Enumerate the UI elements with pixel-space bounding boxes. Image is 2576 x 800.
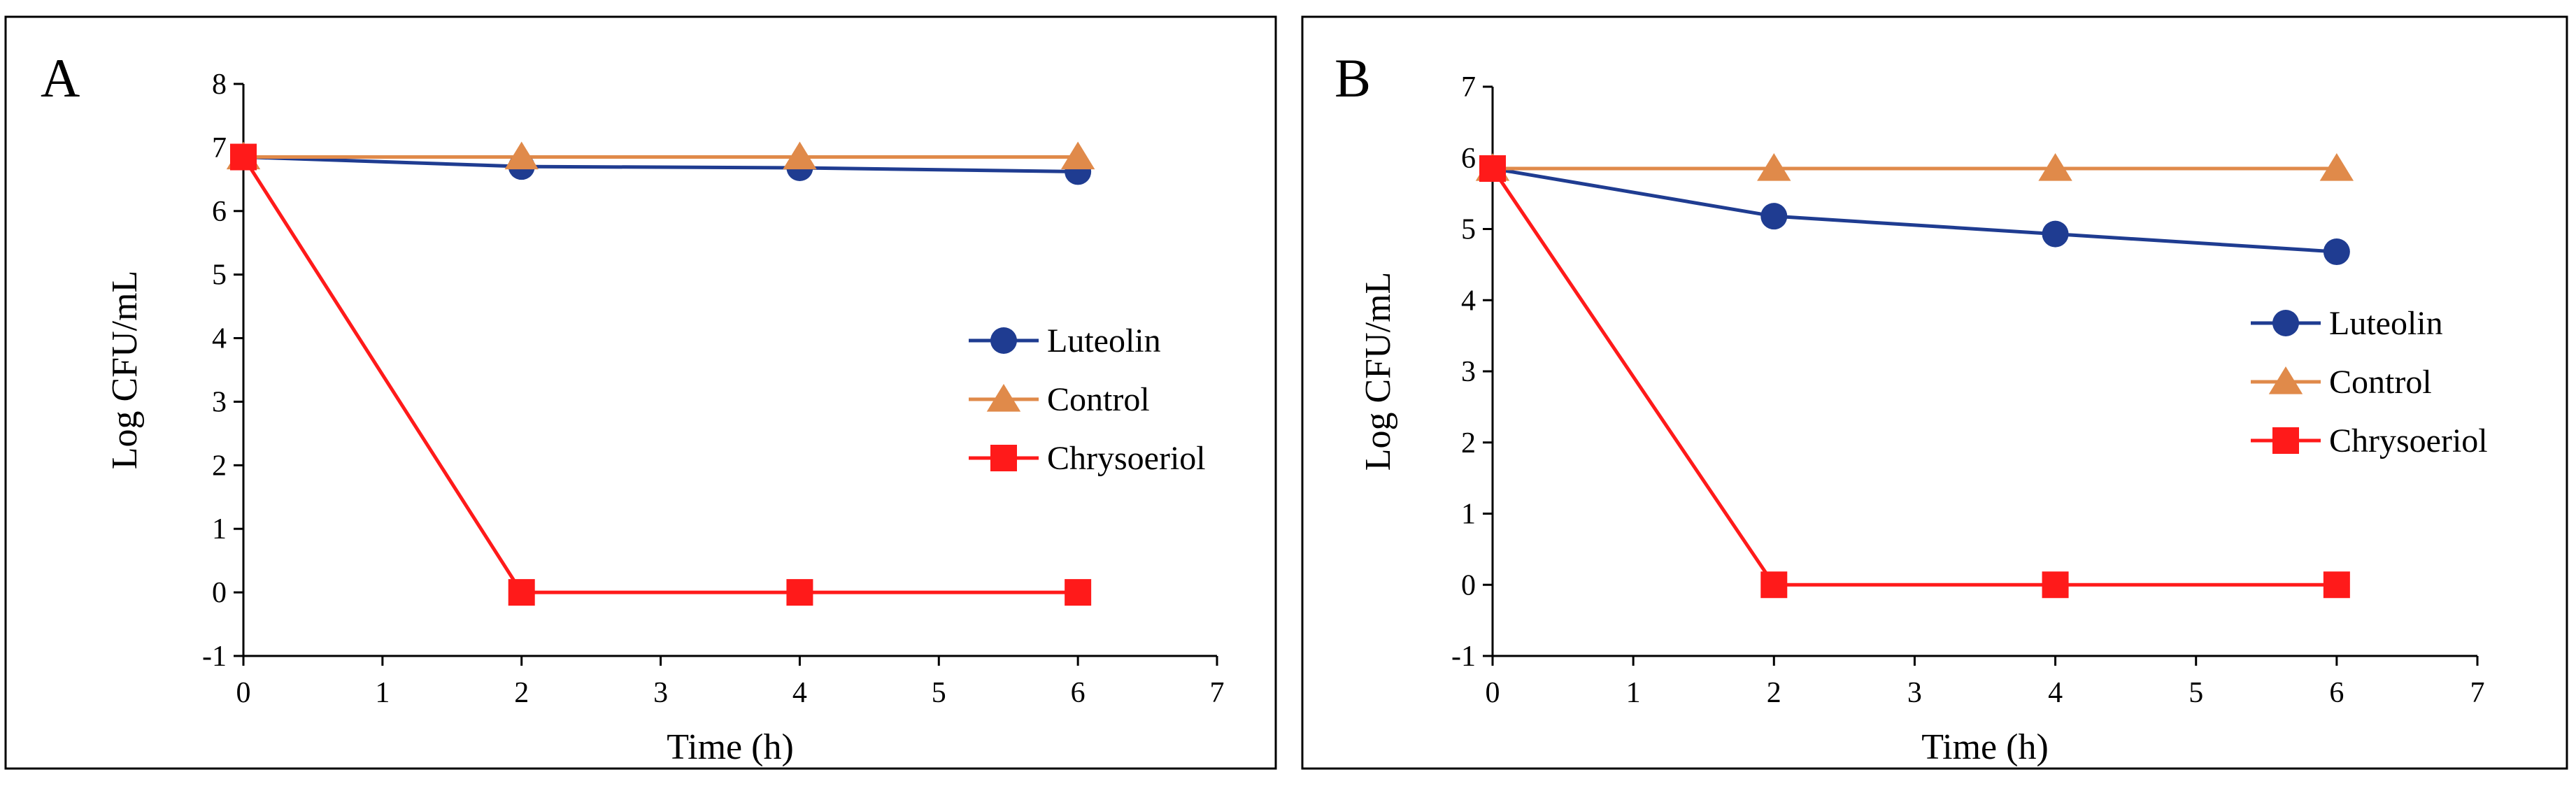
data-point-luteolin bbox=[2042, 220, 2069, 248]
y-tick-label: 3 bbox=[1461, 356, 1476, 388]
x-tick-label: 4 bbox=[2048, 677, 2063, 709]
y-tick-label: -1 bbox=[202, 641, 227, 673]
legend-label-chrysoeriol: Chrysoeriol bbox=[1047, 440, 1206, 477]
y-axis-title: Log CFU/mL bbox=[1358, 272, 1398, 471]
y-axis-title: Log CFU/mL bbox=[105, 271, 145, 470]
x-tick-label: 1 bbox=[375, 677, 390, 709]
y-tick-label: 1 bbox=[212, 513, 227, 545]
data-point-control bbox=[2319, 153, 2354, 181]
y-tick-label: 5 bbox=[212, 259, 227, 292]
x-tick-label: 4 bbox=[792, 677, 807, 709]
x-tick-label: 5 bbox=[2189, 677, 2203, 709]
panel-label: B bbox=[1335, 48, 1371, 108]
x-tick-label: 6 bbox=[1071, 677, 1086, 709]
data-point-chrysoeriol bbox=[230, 143, 257, 171]
data-point-control bbox=[783, 141, 817, 170]
y-tick-label: 6 bbox=[212, 196, 227, 228]
panel-label: A bbox=[41, 48, 80, 108]
series-line-chrysoeriol bbox=[1490, 167, 2337, 587]
x-axis-title: Time (h) bbox=[1921, 727, 2049, 767]
y-tick-label: 5 bbox=[1461, 214, 1476, 246]
y-tick-label: 8 bbox=[212, 69, 227, 101]
data-point-chrysoeriol bbox=[1760, 571, 1788, 599]
y-tick-label: 3 bbox=[212, 386, 227, 418]
x-tick-label: 2 bbox=[1767, 677, 1781, 709]
data-point-control bbox=[2038, 153, 2072, 181]
x-tick-label: 1 bbox=[1626, 677, 1641, 709]
data-point-chrysoeriol bbox=[1479, 155, 1506, 183]
x-tick-label: 2 bbox=[514, 677, 529, 709]
data-point-control bbox=[1060, 141, 1095, 170]
series-line-luteolin bbox=[1492, 166, 2337, 254]
y-tick-label: 1 bbox=[1461, 499, 1476, 531]
data-point-chrysoeriol bbox=[1065, 579, 1092, 606]
y-tick-label: 6 bbox=[1461, 143, 1476, 175]
y-tick-label: 0 bbox=[212, 577, 227, 609]
y-tick-label: 7 bbox=[212, 132, 227, 164]
legend-marker-control bbox=[986, 384, 1021, 412]
data-point-control bbox=[504, 141, 539, 170]
x-tick-label: 7 bbox=[2470, 677, 2485, 709]
y-tick-label: 4 bbox=[212, 323, 227, 355]
panel-frame bbox=[4, 15, 1277, 770]
legend-label-control: Control bbox=[2329, 364, 2432, 401]
legend-marker-chrysoeriol bbox=[990, 445, 1017, 471]
y-tick-label: 7 bbox=[1461, 71, 1476, 103]
data-point-luteolin bbox=[2323, 238, 2350, 266]
x-tick-label: 5 bbox=[932, 677, 946, 709]
y-tick-label: 4 bbox=[1461, 285, 1476, 317]
y-tick-label: 0 bbox=[1461, 569, 1476, 601]
panel-frame bbox=[1301, 15, 2568, 770]
legend-label-luteolin: Luteolin bbox=[1047, 322, 1161, 359]
panel-b: B -1 0 1 2 3 4 5 6 7 0 1 2 3 4 5 6 7 Time (h) Log CFU/mL Lut… bbox=[1301, 15, 2568, 770]
y-tick-label: 2 bbox=[212, 450, 227, 482]
y-tick-label: 2 bbox=[1461, 427, 1476, 459]
x-tick-label: 0 bbox=[236, 677, 251, 709]
legend-label-control: Control bbox=[1047, 381, 1150, 418]
legend-label-luteolin: Luteolin bbox=[2329, 305, 2443, 342]
panel-a: A -1 0 1 2 3 4 5 6 7 8 0 1 2 3 4 5 6 7 Time (h) Log CFU/mL Lu… bbox=[4, 15, 1277, 770]
series-line-chrysoeriol bbox=[241, 156, 1079, 594]
data-point-chrysoeriol bbox=[508, 579, 535, 606]
series-line-luteolin bbox=[243, 155, 1079, 173]
legend-marker-luteolin bbox=[2272, 310, 2299, 336]
data-point-chrysoeriol bbox=[786, 579, 813, 606]
x-tick-label: 7 bbox=[1210, 677, 1225, 709]
legend-marker-luteolin bbox=[990, 327, 1017, 354]
legend-marker-control bbox=[2268, 366, 2303, 394]
x-tick-label: 0 bbox=[1486, 677, 1500, 709]
data-point-chrysoeriol bbox=[2042, 571, 2069, 599]
x-tick-label: 3 bbox=[1907, 677, 1922, 709]
legend-marker-chrysoeriol bbox=[2272, 427, 2299, 454]
x-tick-label: 6 bbox=[2329, 677, 2344, 709]
data-point-luteolin bbox=[1760, 203, 1788, 230]
data-point-control bbox=[1757, 153, 1791, 181]
x-tick-label: 3 bbox=[653, 677, 668, 709]
y-tick-label: -1 bbox=[1451, 641, 1476, 673]
legend-label-chrysoeriol: Chrysoeriol bbox=[2329, 422, 2488, 459]
x-axis-title: Time (h) bbox=[667, 727, 794, 767]
data-point-chrysoeriol bbox=[2323, 571, 2350, 599]
